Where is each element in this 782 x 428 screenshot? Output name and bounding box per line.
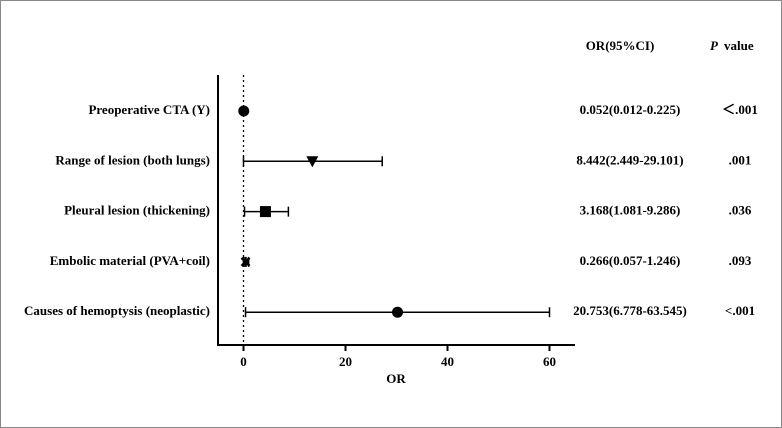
y-tick-label: Preoperative CTA (Y) (88, 102, 210, 117)
y-tick-label: Embolic material (PVA+coil) (50, 253, 210, 268)
p-header: value (724, 38, 754, 53)
x-tick-label: 60 (543, 354, 556, 369)
point (392, 306, 404, 318)
p-header-italic: P (710, 38, 719, 53)
x-tick-label: 0 (240, 354, 247, 369)
point (238, 105, 250, 117)
p-value-text: ＜.001 (722, 102, 758, 117)
y-tick-label: Pleural lesion (thickening) (64, 203, 210, 218)
or-ci-text: 0.266(0.057-1.246) (580, 253, 681, 268)
p-value-text: <.001 (725, 303, 755, 318)
or-ci-text: 8.442(2.449-29.101) (576, 152, 683, 167)
point (240, 256, 251, 267)
x-tick-label: 40 (441, 354, 454, 369)
y-tick-label: Range of lesion (both lungs) (55, 152, 210, 167)
or-ci-text: 0.052(0.012-0.225) (580, 102, 681, 117)
x-axis-label: OR (386, 371, 406, 386)
y-tick-label: Causes of hemoptysis (neoplastic) (24, 303, 210, 318)
point (306, 156, 319, 168)
point (259, 206, 271, 218)
or-ci-text: 3.168(1.081-9.286) (580, 203, 681, 218)
p-value-text: .036 (729, 203, 752, 218)
or-header: OR(95%CI) (586, 38, 655, 53)
x-tick-label: 20 (339, 354, 352, 369)
p-value-text: .093 (729, 253, 752, 268)
or-ci-text: 20.753(6.778-63.545) (573, 303, 687, 318)
p-value-text: .001 (729, 152, 752, 167)
